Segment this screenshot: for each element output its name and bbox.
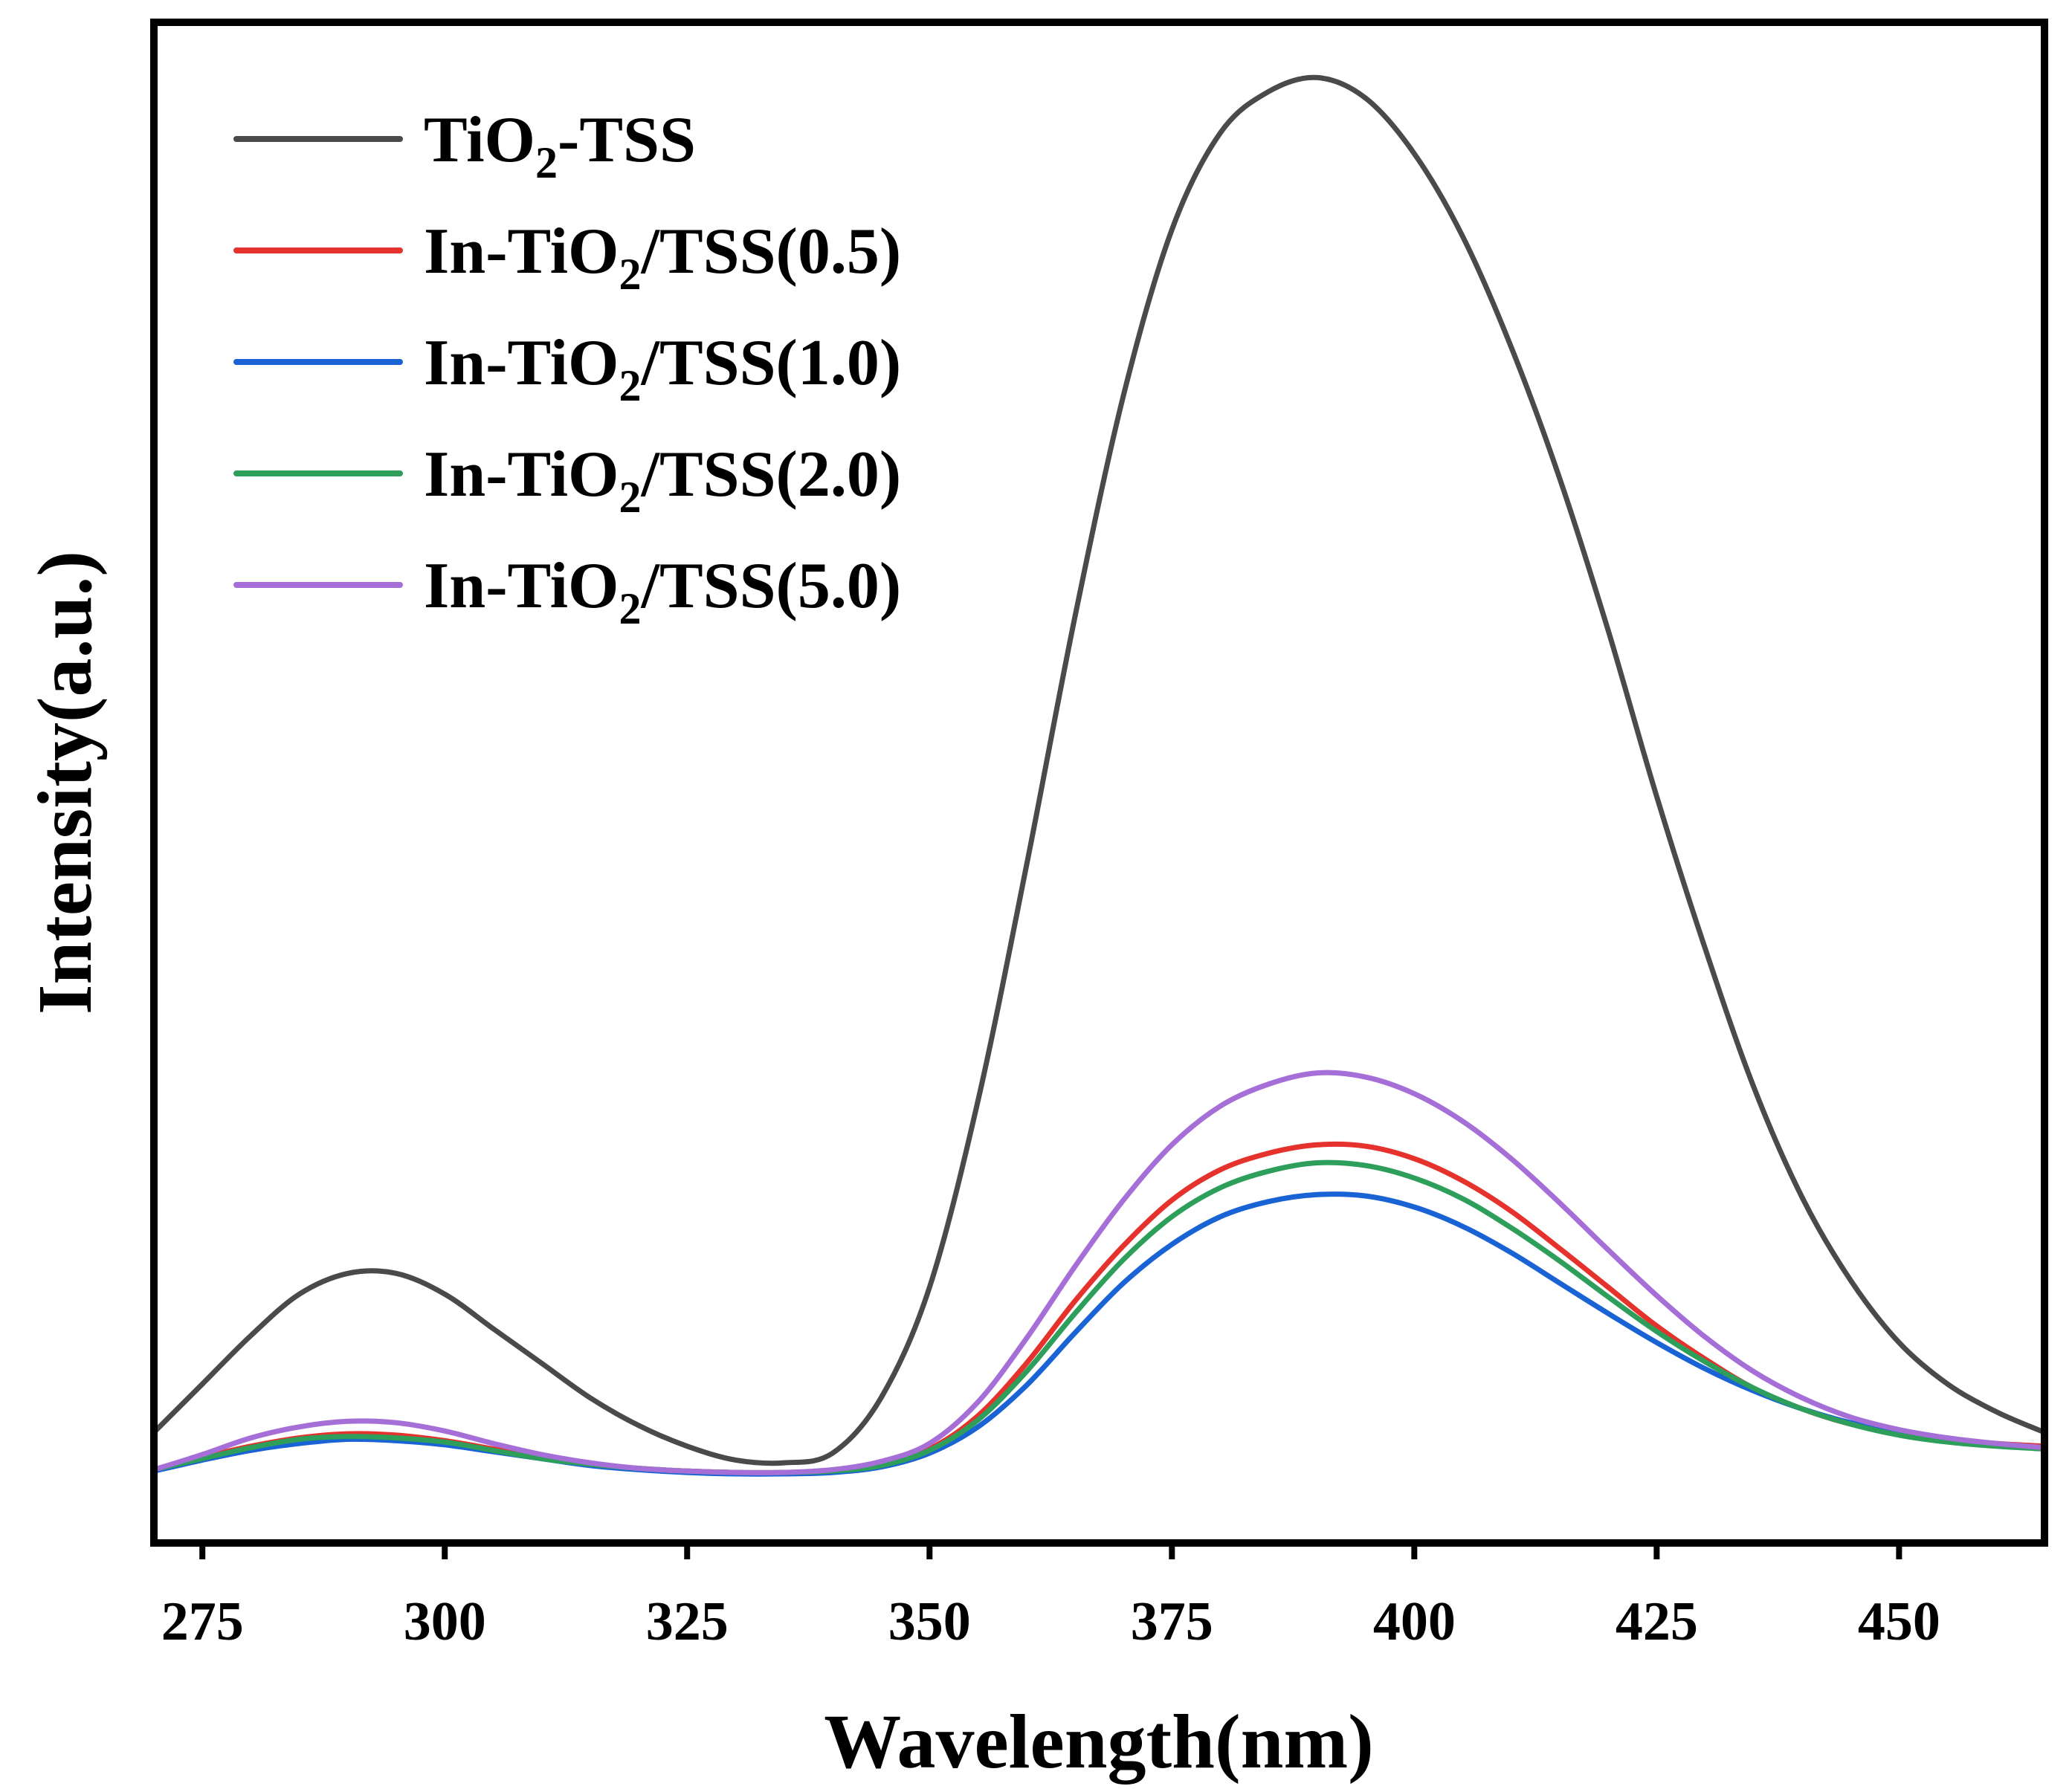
series-line-3 [156,1159,2043,1475]
legend-label-0: TiO2-TSS [424,104,696,187]
legend-label-tail: -TSS [558,104,696,176]
series-layer [156,74,2043,1477]
legend-label-tail: /TSS(1.0) [641,327,902,399]
legend-label-1: In-TiO2/TSS(0.5) [424,216,901,299]
legend-label-main: In-TiO [424,439,619,511]
legend-label-tail: /TSS(5.0) [641,550,902,622]
legend-label-subscript: 2 [619,361,642,410]
legend-label-main: In-TiO [424,550,619,622]
x-tick-label-400: 400 [1373,1591,1456,1652]
series-line-0 [156,74,2043,1466]
x-axis-tick-labels: 275 300 325 350 375 400 425 450 [161,1591,1940,1652]
legend-label-4: In-TiO2/TSS(5.0) [424,550,901,633]
x-tick-label-275: 275 [161,1591,244,1652]
y-axis-title: Intensity(a.u.) [22,551,108,1015]
legend-label-main: In-TiO [424,216,619,288]
legend-label-subscript: 2 [619,584,642,633]
x-tick-label-425: 425 [1616,1591,1698,1652]
legend-label-main: TiO [424,104,535,176]
series-line-4 [156,1070,2043,1476]
x-tick-label-300: 300 [404,1591,486,1652]
legend-label-main: In-TiO [424,327,619,399]
legend: TiO2-TSSIn-TiO2/TSS(0.5)In-TiO2/TSS(1.0)… [233,104,901,633]
x-tick-label-375: 375 [1131,1591,1213,1652]
legend-label-subscript: 2 [619,250,642,299]
x-axis-title: Wavelength(nm) [824,1699,1374,1785]
x-tick-label-350: 350 [888,1591,971,1652]
legend-label-tail: /TSS(0.5) [641,216,902,288]
x-axis-ticks [199,1543,1902,1559]
x-tick-label-450: 450 [1858,1591,1940,1652]
legend-label-3: In-TiO2/TSS(2.0) [424,439,901,522]
legend-label-subscript: 2 [535,138,558,187]
legend-label-tail: /TSS(2.0) [641,439,902,511]
x-tick-label-325: 325 [646,1591,729,1652]
legend-label-subscript: 2 [619,473,642,522]
plot-frame [150,19,2048,1547]
legend-label-2: In-TiO2/TSS(1.0) [424,327,901,410]
